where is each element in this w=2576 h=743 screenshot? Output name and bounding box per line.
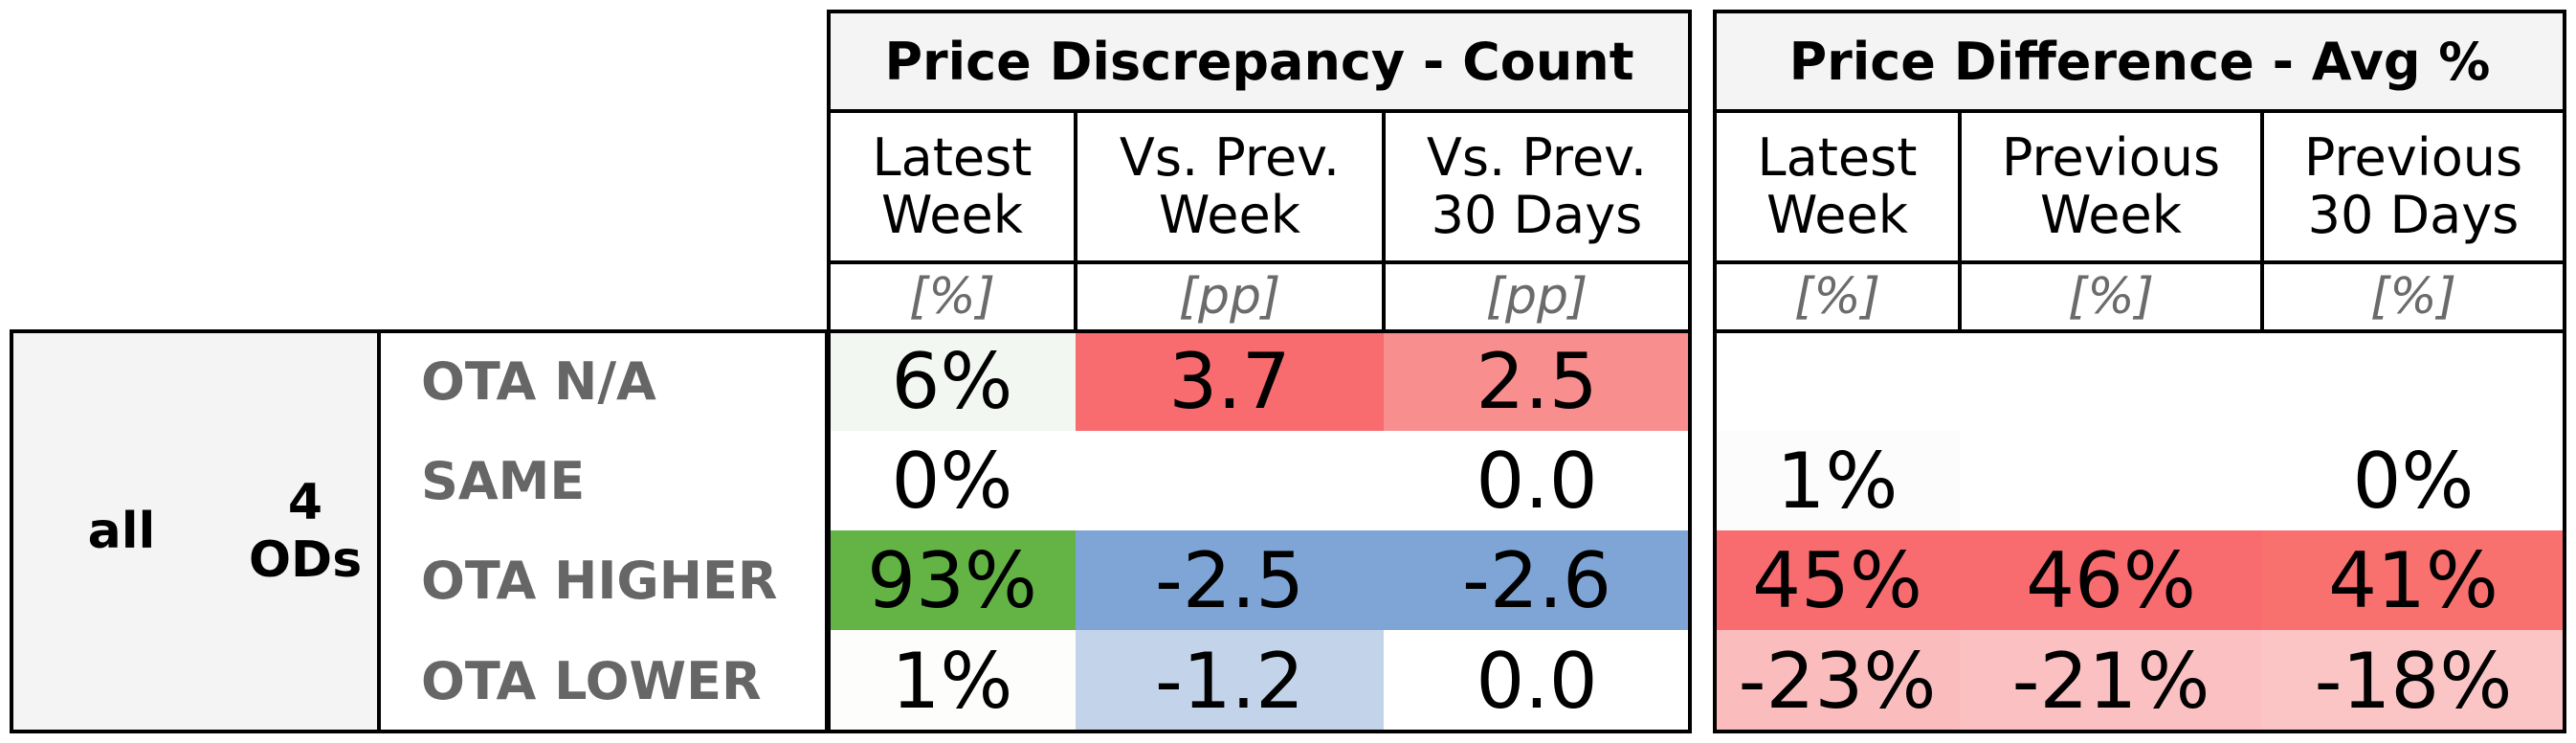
grid-line — [1382, 111, 1386, 331]
col-header-previous-week: Previous Week — [2001, 127, 2221, 245]
data-cell: 2.5 — [1384, 331, 1690, 431]
data-cell — [1960, 431, 2262, 530]
row-label-ota-na: OTA N/A — [421, 350, 656, 412]
data-cell: -1.2 — [1076, 630, 1384, 732]
unit-label: [%] — [909, 268, 995, 326]
unit-label: [pp] — [1178, 268, 1281, 326]
data-cell: 0.0 — [1384, 431, 1690, 530]
data-cell: 1% — [1715, 431, 1960, 530]
row-group-block — [11, 331, 379, 732]
unit-label: [%] — [1794, 268, 1880, 326]
grid-line — [1074, 111, 1077, 331]
grid-line — [1715, 109, 2565, 113]
col-header-vs-prev-week: Vs. Prev. Week — [1119, 127, 1341, 245]
col-header-latest-week-avg: Latest Week — [1757, 127, 1918, 245]
grid-line — [829, 109, 1690, 113]
data-cell: 1% — [829, 630, 1076, 732]
row-label-same: SAME — [421, 450, 586, 511]
grid-line — [2260, 111, 2264, 331]
col-header-previous-30-days: Previous 30 Days — [2303, 127, 2523, 245]
data-cell: -18% — [2262, 630, 2565, 732]
row-label-ota-higher: OTA HIGHER — [421, 550, 778, 611]
unit-label: [%] — [2370, 268, 2456, 326]
row-label-frame — [10, 329, 829, 733]
col-header-vs-prev-30-days: Vs. Prev. 30 Days — [1426, 127, 1648, 245]
data-cell: 0% — [829, 431, 1076, 530]
data-cell: -21% — [1960, 630, 2262, 732]
data-cell: 41% — [2262, 530, 2565, 630]
unit-label: [%] — [2068, 268, 2154, 326]
group-frame — [827, 10, 1692, 733]
data-cell: 46% — [1960, 530, 2262, 630]
data-cell: 6% — [829, 331, 1076, 431]
grid-line — [1715, 329, 2565, 333]
grid-line — [1715, 260, 2565, 264]
group-title-discrepancy-count: Price Discrepancy - Count — [829, 11, 1690, 111]
data-cell — [1960, 331, 2262, 431]
data-cell — [2262, 331, 2565, 431]
data-cell: -23% — [1715, 630, 1960, 732]
data-cell: 93% — [829, 530, 1076, 630]
data-cell: 0.0 — [1384, 630, 1690, 732]
data-cell: 0% — [2262, 431, 2565, 530]
data-cell: 45% — [1715, 530, 1960, 630]
data-cell — [1715, 331, 1960, 431]
grid-line — [377, 331, 381, 732]
data-cell: -2.5 — [1076, 530, 1384, 630]
group-frame — [1713, 10, 2566, 733]
col-header-latest-week: Latest Week — [872, 127, 1033, 245]
data-cell: 3.7 — [1076, 331, 1384, 431]
data-cell: -2.6 — [1384, 530, 1690, 630]
grid-line — [1958, 111, 1962, 331]
ods-label: 4 ODs — [248, 474, 363, 589]
group-title-difference-avg: Price Difference - Avg % — [1715, 11, 2565, 111]
row-label-ota-lower: OTA LOWER — [421, 650, 762, 711]
data-cell — [1076, 431, 1384, 530]
grid-line — [829, 260, 1690, 264]
unit-label: [pp] — [1485, 268, 1588, 326]
grid-line — [829, 329, 1690, 333]
segment-label: all — [87, 503, 156, 560]
